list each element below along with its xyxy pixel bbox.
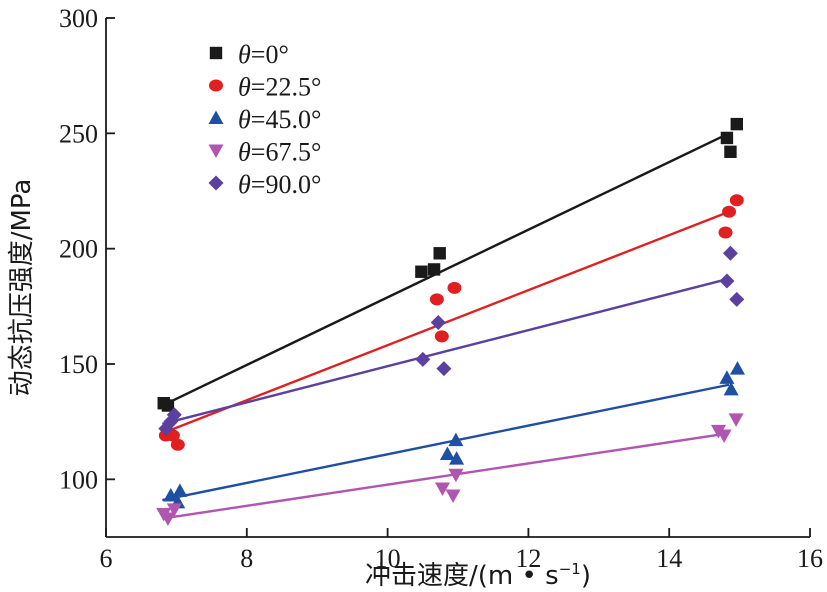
data-point [723, 381, 739, 396]
data-point [445, 489, 461, 503]
data-point [729, 291, 745, 307]
data-point [429, 293, 444, 306]
legend-value: =67.5° [251, 138, 322, 167]
data-point [719, 370, 735, 384]
legend-marker [208, 175, 224, 191]
data-point [449, 451, 465, 465]
legend-label: θ=0° [238, 40, 289, 69]
legend-theta: θ [238, 73, 251, 102]
data-points [156, 117, 745, 527]
y-tick-label: 200 [59, 235, 98, 264]
x-axis-title-main: 冲击速度/(m • s [365, 561, 559, 591]
data-point [730, 117, 743, 131]
data-point [433, 247, 446, 260]
legend-marker [209, 79, 223, 92]
data-point [427, 263, 441, 276]
data-point [720, 131, 734, 145]
x-tick-label: 16 [797, 544, 823, 573]
data-point [430, 314, 446, 330]
legend-value: =0° [251, 40, 289, 69]
legend-value: =90.0° [251, 170, 322, 199]
x-axis-title-end: ) [581, 561, 591, 591]
data-point [718, 226, 733, 239]
data-point [163, 487, 179, 502]
legend-theta: θ [238, 40, 251, 69]
y-tick-label: 250 [59, 119, 98, 148]
data-point [724, 145, 737, 158]
data-point [722, 245, 738, 261]
legend-theta: θ [238, 105, 251, 134]
x-tick-label: 6 [100, 544, 113, 573]
x-axis-title: 冲击速度/(m • s−1) [365, 560, 591, 591]
data-point [166, 503, 182, 517]
data-point [729, 194, 744, 207]
y-axis-title: 动态抗压强度/MPa [7, 179, 37, 397]
data-point [415, 265, 428, 278]
legend-label: θ=22.5° [238, 73, 321, 102]
y-tick-label: 300 [59, 4, 98, 33]
y-tick-label: 100 [59, 465, 98, 494]
data-point [161, 399, 175, 412]
data-point [435, 482, 451, 497]
data-point [448, 468, 464, 483]
legend-label: θ=67.5° [238, 138, 321, 167]
data-point [415, 351, 431, 367]
data-point [448, 432, 464, 447]
x-tick-label: 10 [375, 544, 401, 573]
fit-line [161, 132, 730, 407]
axes: 6 8 10 12 14 16 100 150 200 250 300 [59, 4, 823, 573]
fit-line [162, 277, 730, 426]
data-point [434, 330, 449, 343]
x-tick-label: 12 [515, 544, 541, 573]
x-tick-label: 14 [656, 544, 682, 573]
fit-line [162, 383, 730, 502]
data-point [170, 438, 185, 451]
data-point [729, 361, 745, 375]
data-point [160, 512, 176, 527]
legend-theta: θ [238, 170, 251, 199]
data-point [436, 361, 452, 377]
fit-line [162, 432, 730, 520]
data-point [439, 446, 455, 460]
legend-marker [208, 110, 224, 124]
x-tick-label: 8 [240, 544, 253, 573]
data-point [716, 429, 732, 444]
legend-marker [209, 46, 223, 60]
legend-value: =45.0° [251, 105, 322, 134]
data-point [166, 407, 182, 423]
data-point [722, 205, 737, 218]
data-point [172, 483, 188, 497]
y-tick-label: 150 [59, 350, 98, 379]
legend-theta: θ [238, 138, 251, 167]
data-point [719, 273, 735, 289]
legend-value: =22.5° [251, 73, 322, 102]
x-axis-title-superscript: −1 [559, 560, 581, 578]
data-point [447, 281, 462, 294]
data-point [728, 413, 744, 427]
legend-label: θ=45.0° [238, 105, 321, 134]
legend-label: θ=90.0° [238, 170, 321, 199]
legend: θ=0°θ=22.5°θ=45.0°θ=67.5°θ=90.0° [208, 40, 321, 199]
legend-marker [208, 144, 224, 158]
